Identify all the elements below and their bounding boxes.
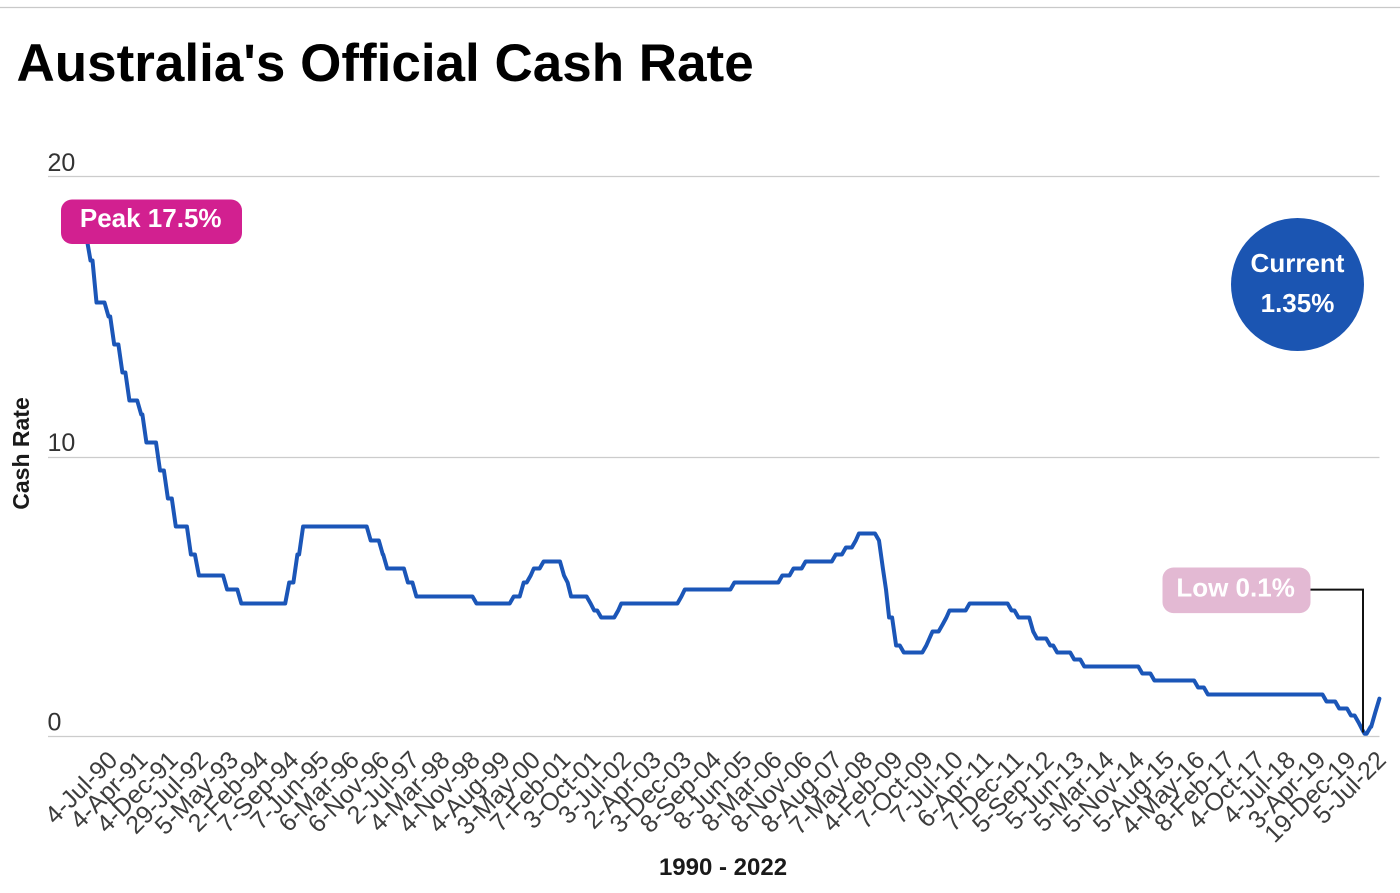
svg-text:1.35%: 1.35% <box>1261 288 1335 318</box>
svg-text:Current: Current <box>1251 248 1345 278</box>
svg-text:1990 - 2022: 1990 - 2022 <box>659 854 787 881</box>
svg-text:10: 10 <box>48 429 76 457</box>
svg-text:0: 0 <box>48 708 62 736</box>
svg-text:Australia's Official Cash Rate: Australia's Official Cash Rate <box>17 34 754 93</box>
svg-text:20: 20 <box>48 149 76 177</box>
svg-text:Peak 17.5%: Peak 17.5% <box>80 203 222 233</box>
svg-text:Low 0.1%: Low 0.1% <box>1176 573 1294 603</box>
svg-text:Cash Rate: Cash Rate <box>8 397 34 509</box>
